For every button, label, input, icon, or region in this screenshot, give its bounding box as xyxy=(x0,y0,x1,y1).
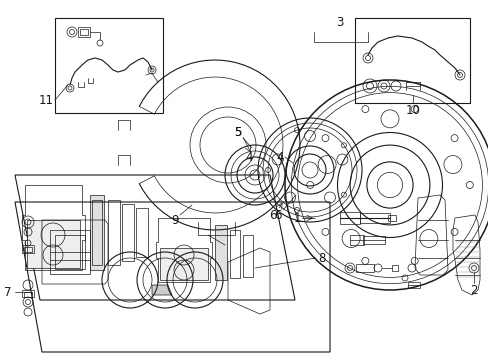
Bar xyxy=(90,195,104,270)
Bar xyxy=(55,18,163,113)
Text: 2: 2 xyxy=(469,284,477,297)
Bar xyxy=(243,235,252,277)
Bar xyxy=(92,200,102,265)
Text: 3: 3 xyxy=(336,15,343,28)
Bar xyxy=(50,230,90,274)
Bar xyxy=(80,29,88,35)
Text: 4: 4 xyxy=(276,150,283,163)
Bar xyxy=(136,208,148,257)
Bar xyxy=(78,27,90,37)
Bar xyxy=(349,235,363,245)
Bar xyxy=(55,235,85,269)
Bar xyxy=(387,215,395,221)
Bar xyxy=(215,225,226,280)
Bar xyxy=(24,292,32,297)
Bar xyxy=(362,236,384,244)
Bar xyxy=(391,265,397,271)
Text: 6: 6 xyxy=(269,208,276,221)
Bar xyxy=(22,245,34,253)
Bar xyxy=(160,248,207,280)
Text: 6: 6 xyxy=(274,208,281,221)
Bar xyxy=(22,290,34,297)
Bar xyxy=(27,220,80,268)
Text: 4: 4 xyxy=(245,150,252,163)
Bar xyxy=(122,204,134,261)
Text: 5: 5 xyxy=(234,126,241,139)
Bar xyxy=(407,282,419,288)
Bar xyxy=(24,247,32,252)
Bar xyxy=(339,212,359,224)
Text: 5: 5 xyxy=(234,126,241,139)
Bar xyxy=(354,18,469,103)
Polygon shape xyxy=(152,285,172,295)
Bar xyxy=(229,230,240,278)
Bar xyxy=(108,200,120,265)
Text: 7: 7 xyxy=(4,285,12,298)
Text: 11: 11 xyxy=(39,94,53,107)
Bar xyxy=(359,213,389,223)
Text: 10: 10 xyxy=(405,104,420,117)
Text: 8: 8 xyxy=(318,252,325,265)
Text: 1: 1 xyxy=(293,212,300,225)
Bar xyxy=(355,264,373,272)
Text: 9: 9 xyxy=(171,213,179,226)
